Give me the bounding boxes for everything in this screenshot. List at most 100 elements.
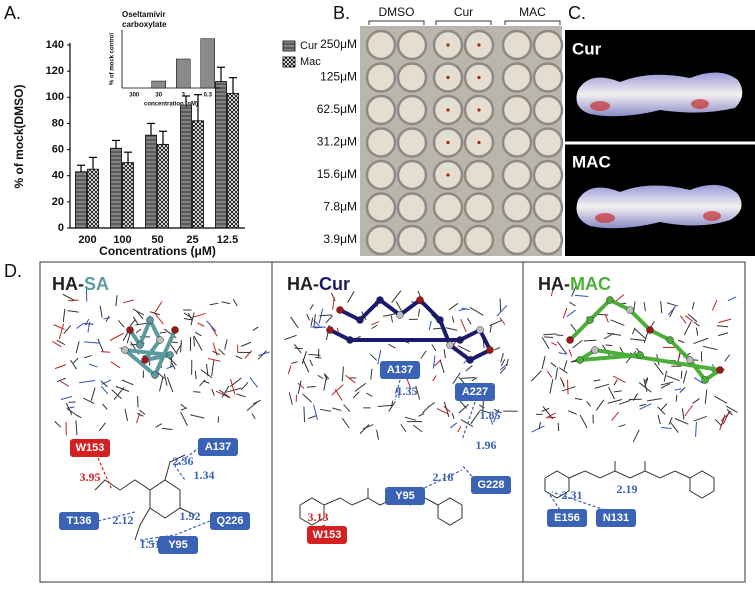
surface-label: Cur: [572, 39, 602, 58]
error-bar: [112, 139, 120, 149]
panel-label: D.: [4, 261, 22, 281]
well: [463, 192, 495, 223]
stick: [288, 392, 293, 405]
residue-box: [380, 361, 420, 379]
stick: [105, 315, 110, 322]
stick: [62, 308, 66, 323]
stick: [647, 398, 662, 402]
stick: [451, 412, 455, 420]
stick: [258, 351, 270, 357]
x-axis-title: Concentrations (μM): [99, 244, 216, 258]
well: [396, 29, 428, 61]
stick: [681, 408, 685, 420]
stick: [605, 344, 613, 347]
stick: [692, 398, 700, 404]
stick: [432, 375, 437, 382]
stick: [436, 408, 448, 415]
stick: [406, 377, 412, 389]
panel-label: C.: [568, 3, 586, 23]
stick: [568, 410, 577, 415]
stick: [207, 357, 221, 362]
stick: [65, 402, 73, 416]
error-bar: [77, 164, 85, 172]
stick: [235, 355, 243, 360]
stick: [197, 322, 205, 327]
y-tick-label: 140: [46, 39, 64, 51]
bar: [227, 92, 239, 229]
stick: [84, 318, 90, 326]
stick: [325, 315, 333, 324]
stick: [572, 340, 583, 349]
stick: [313, 404, 318, 421]
stick: [161, 427, 173, 430]
stick: [153, 311, 164, 325]
surface-patch: [590, 101, 610, 111]
stick: [452, 372, 461, 385]
stick: [595, 399, 605, 411]
stick: [121, 379, 134, 386]
stick: [84, 355, 92, 359]
stick: [489, 325, 492, 333]
stick: [546, 370, 553, 378]
stick: [313, 314, 316, 327]
bar: [75, 171, 87, 229]
residue-label: Q226: [217, 515, 244, 527]
stick: [370, 353, 377, 361]
residue-label: W153: [76, 442, 105, 454]
stick: [135, 413, 141, 424]
bar: [200, 38, 215, 89]
ligand-atom: [126, 326, 134, 334]
residue-label: N131: [603, 512, 629, 524]
stick: [297, 380, 302, 395]
stick: [644, 378, 649, 388]
stick: [180, 407, 188, 411]
stick: [653, 362, 664, 376]
stick: [420, 350, 427, 359]
stick: [561, 386, 576, 392]
stick: [290, 316, 299, 329]
stick: [183, 312, 192, 319]
surface-patch: [595, 213, 615, 223]
stick: [291, 361, 298, 364]
spot: [446, 43, 450, 47]
ligand-atom: [136, 341, 144, 349]
stick: [236, 393, 246, 398]
ligand-atom: [716, 366, 724, 374]
stick: [159, 376, 164, 392]
bar: [176, 58, 191, 89]
ligand-atom: [156, 336, 164, 344]
stick: [345, 374, 356, 384]
stick: [660, 381, 674, 386]
stick: [302, 393, 312, 403]
stick: [195, 331, 202, 337]
stick: [610, 319, 625, 326]
stick: [561, 379, 565, 388]
ligand-atom: [626, 306, 634, 314]
error-bar: [159, 130, 167, 145]
stick: [693, 321, 700, 327]
stick: [98, 422, 106, 432]
stick: [608, 386, 615, 400]
well: [396, 94, 428, 126]
stick: [354, 382, 367, 392]
title-prefix: HA-: [287, 274, 319, 294]
docking-title: HA-MAC: [538, 274, 611, 294]
stick: [75, 420, 78, 436]
stick: [217, 416, 220, 423]
stick: [718, 318, 732, 324]
stick: [84, 341, 100, 344]
y-tick-label: 60: [52, 143, 64, 155]
bar: [87, 168, 99, 229]
title-ligand: Cur: [319, 274, 350, 294]
error-bar: [89, 156, 97, 170]
distance-label: 1.92: [180, 509, 201, 523]
stick: [716, 325, 729, 328]
residue-box: [596, 509, 636, 527]
stick: [323, 373, 330, 380]
stick: [257, 350, 267, 360]
stick: [388, 401, 396, 412]
stick: [579, 414, 588, 429]
bar: [192, 120, 204, 229]
stick: [306, 314, 310, 321]
stick: [194, 370, 197, 380]
